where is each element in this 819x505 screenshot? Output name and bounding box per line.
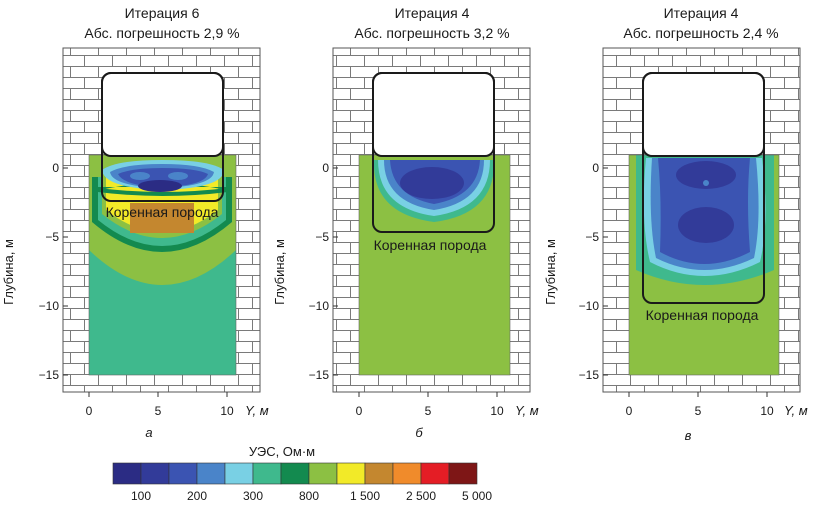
- panel-a-x-axis: 0 5 10 Y, м: [86, 392, 269, 418]
- colorbar-tick-label: 100: [131, 489, 151, 503]
- panel-a-title: Итерация 6: [125, 5, 200, 21]
- panel-a-xtick-0: 0: [86, 404, 93, 418]
- panel-c-title: Итерация 4: [664, 5, 739, 21]
- panel-c-xtick-0: 0: [626, 404, 633, 418]
- panel-b-cavity: [372, 72, 495, 157]
- panel-a-ytick-3: −15: [39, 368, 60, 382]
- colorbar-tick-label: 200: [187, 489, 207, 503]
- panel-a-xtick-2: 10: [220, 404, 234, 418]
- panel-a-xlabel: Y, м: [245, 403, 269, 418]
- panel-a-heatmap: [88, 154, 237, 376]
- colorbar-tick-label: 1 500: [350, 489, 380, 503]
- panel-b-ylabel: Глубина, м: [272, 239, 287, 305]
- panel-c-x-axis: 0 5 10 Y, м: [626, 392, 808, 418]
- panel-b-excavation-outline: [372, 72, 495, 233]
- colorbar-tick-labels: 100 200 300 800 1 500 2 500 5 000: [131, 489, 492, 503]
- colorbar: УЭС, Ом·м 100 200 300 800 1 500 2 500 5 000: [112, 444, 492, 503]
- panel-b-xtick-1: 5: [425, 404, 432, 418]
- panel-a-ylabel: Глубина, м: [1, 239, 16, 305]
- panel-b-y-axis: 0 −5 −10 −15 Глубина, м: [272, 161, 338, 382]
- colorbar-swatch: [336, 462, 366, 485]
- panel-a-ytick-2: −10: [39, 299, 60, 313]
- panel-a: Итерация 6 Абс. погрешность 2,9 % Коренн…: [1, 5, 269, 440]
- panel-a-cavity: [101, 72, 224, 157]
- panel-b: Итерация 4 Абс. погрешность 3,2 % Коренн…: [272, 5, 539, 440]
- panel-c-y-axis: 0 −5 −10 −15 Глубина, м: [543, 161, 608, 382]
- colorbar-swatch: [308, 462, 338, 485]
- panel-c-ytick-3: −15: [579, 368, 600, 382]
- panel-c-ylabel: Глубина, м: [543, 239, 558, 305]
- panel-a-excavation-outline: [101, 72, 224, 202]
- panel-c-ytick-0: 0: [592, 161, 599, 175]
- panel-b-x-axis: 0 5 10 Y, м: [356, 392, 539, 418]
- colorbar-swatch: [280, 462, 310, 485]
- colorbar-tick-label: 5 000: [462, 489, 492, 503]
- panel-c-letter: в: [685, 428, 692, 443]
- panel-c-excavation-outline: [642, 72, 765, 304]
- panel-b-letter: б: [415, 425, 423, 440]
- panel-a-ytick-1: −5: [45, 230, 59, 244]
- panel-c: Итерация 4 Абс. погрешность 2,4 % Коренн…: [543, 5, 808, 443]
- panel-b-xtick-0: 0: [356, 404, 363, 418]
- colorbar-swatch: [140, 462, 170, 485]
- colorbar-swatches: [112, 462, 478, 485]
- panel-c-cavity: [642, 72, 765, 157]
- panel-b-title: Итерация 4: [395, 5, 470, 21]
- panel-a-subtitle: Абс. погрешность 2,9 %: [84, 25, 239, 41]
- colorbar-tick-label: 300: [243, 489, 263, 503]
- colorbar-tick-label: 2 500: [406, 489, 436, 503]
- panel-c-subtitle: Абс. погрешность 2,4 %: [623, 25, 778, 41]
- panel-b-ytick-0: 0: [322, 161, 329, 175]
- colorbar-swatch: [364, 462, 394, 485]
- panel-c-xtick-2: 10: [760, 404, 774, 418]
- panel-a-bedrock-label: Коренная порода: [106, 204, 219, 220]
- panel-c-bedrock-label: Коренная порода: [646, 307, 759, 323]
- panel-b-subtitle: Абс. погрешность 3,2 %: [354, 25, 509, 41]
- colorbar-swatch: [112, 462, 142, 485]
- panel-c-ytick-1: −5: [585, 230, 599, 244]
- panel-a-y-axis: 0 −5 −10 −15 Глубина, м: [1, 161, 68, 382]
- panel-b-xlabel: Y, м: [515, 403, 539, 418]
- panel-a-ytick-0: 0: [52, 161, 59, 175]
- colorbar-title: УЭС, Ом·м: [249, 444, 315, 459]
- panel-b-xtick-2: 10: [490, 404, 504, 418]
- panel-a-letter: а: [145, 425, 152, 440]
- panel-c-xlabel: Y, м: [784, 403, 808, 418]
- colorbar-swatch: [168, 462, 198, 485]
- panel-b-bedrock-label: Коренная порода: [374, 237, 487, 253]
- colorbar-swatch: [224, 462, 254, 485]
- colorbar-tick-label: 800: [299, 489, 319, 503]
- colorbar-swatch: [196, 462, 226, 485]
- panel-b-heatmap: [358, 154, 511, 376]
- panel-c-heatmap: [628, 154, 780, 376]
- panel-a-xtick-1: 5: [155, 404, 162, 418]
- colorbar-swatch: [448, 462, 478, 485]
- colorbar-swatch: [420, 462, 450, 485]
- colorbar-swatch: [252, 462, 282, 485]
- panel-b-ytick-2: −10: [309, 299, 330, 313]
- colorbar-swatch: [392, 462, 422, 485]
- panel-c-xtick-1: 5: [695, 404, 702, 418]
- panel-b-ytick-3: −15: [309, 368, 330, 382]
- panel-b-ytick-1: −5: [315, 230, 329, 244]
- panel-c-ytick-2: −10: [579, 299, 600, 313]
